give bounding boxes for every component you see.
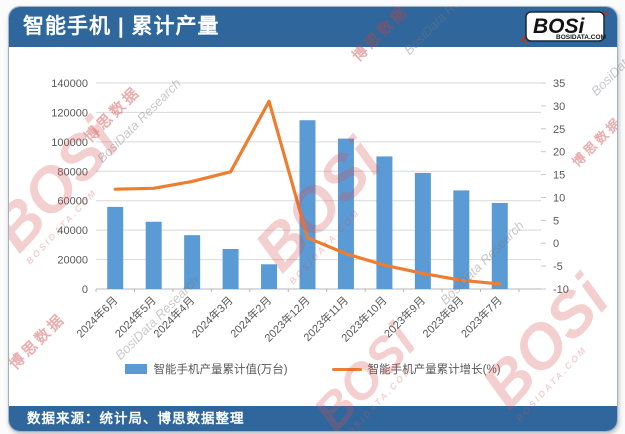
legend-item-bars: 智能手机产量累计值(万台) (125, 361, 288, 377)
legend-item-line: 智能手机产量累计增长(%) (331, 361, 501, 377)
y-axis-label-left: 60000 (57, 196, 88, 208)
legend-line-swatch-icon (331, 367, 362, 371)
logo-text: BOSi (533, 15, 586, 38)
y-axis-label-right: 30 (553, 101, 565, 113)
bar (453, 190, 470, 289)
y-axis-label-right: 0 (553, 238, 559, 250)
y-axis-label-left: 0 (82, 284, 88, 296)
y-axis-label-right: 20 (553, 147, 565, 159)
y-axis-label-left: 20000 (57, 255, 88, 267)
legend-line-label: 智能手机产量累计增长(%) (367, 364, 501, 376)
report-card: 智能手机 | 累计产量 BOSi BOSIDATA.COM 0 20000 4000… (8, 6, 618, 432)
y-axis-label-left: 80000 (57, 166, 88, 178)
bar (184, 235, 201, 289)
bosi-logo: BOSi BOSIDATA.COM (518, 9, 610, 45)
logo-plate (525, 11, 605, 42)
bosi-logo-graphic: BOSi BOSIDATA.COM (519, 11, 609, 43)
y-axis-label-right: -5 (553, 261, 563, 273)
y-axis-label-left: 40000 (57, 225, 88, 237)
bar (299, 120, 316, 289)
chart-area: 0 20000 40000 60000 80000 100000 120000 140000 -… (9, 47, 617, 406)
y-axis-label-right: 15 (553, 170, 565, 182)
bar (107, 206, 124, 289)
page-title: 智能手机 | 累计产量 (23, 15, 220, 38)
combo-chart: 0 20000 40000 60000 80000 100000 120000 140000 -… (51, 78, 569, 345)
y-axis-label-left: 140000 (51, 78, 88, 90)
bar (491, 202, 508, 289)
source-text: 数据来源：统计局、博思数据整理 (27, 411, 245, 426)
chart-legend: 智能手机产量累计值(万台) 智能手机产量累计增长(%) (9, 361, 617, 377)
bar (376, 156, 393, 289)
legend-bar-label: 智能手机产量累计值(万台) (153, 364, 288, 376)
bar (222, 248, 239, 289)
trend-line (113, 99, 502, 286)
logo-domain: BOSIDATA.COM (556, 34, 606, 41)
y-axis-label-right: 35 (553, 78, 565, 90)
bar (261, 264, 278, 289)
bar (414, 172, 431, 289)
legend-bar-swatch-icon (125, 364, 148, 374)
x-axis-label: 2023年7月 (458, 293, 505, 340)
y-axis-label-right: 25 (553, 124, 565, 136)
y-axis-label-right: 5 (553, 215, 559, 227)
y-axis-label-right: 10 (553, 192, 565, 204)
y-axis-label-left: 120000 (51, 107, 88, 119)
y-axis-label-right: -10 (553, 284, 569, 296)
bar (337, 138, 354, 289)
footer-source-bar: 数据来源：统计局、博思数据整理 (9, 406, 617, 431)
y-axis-label-left: 100000 (51, 137, 88, 149)
page-header: 智能手机 | 累计产量 BOSi BOSIDATA.COM (9, 7, 617, 47)
bar (145, 221, 162, 289)
